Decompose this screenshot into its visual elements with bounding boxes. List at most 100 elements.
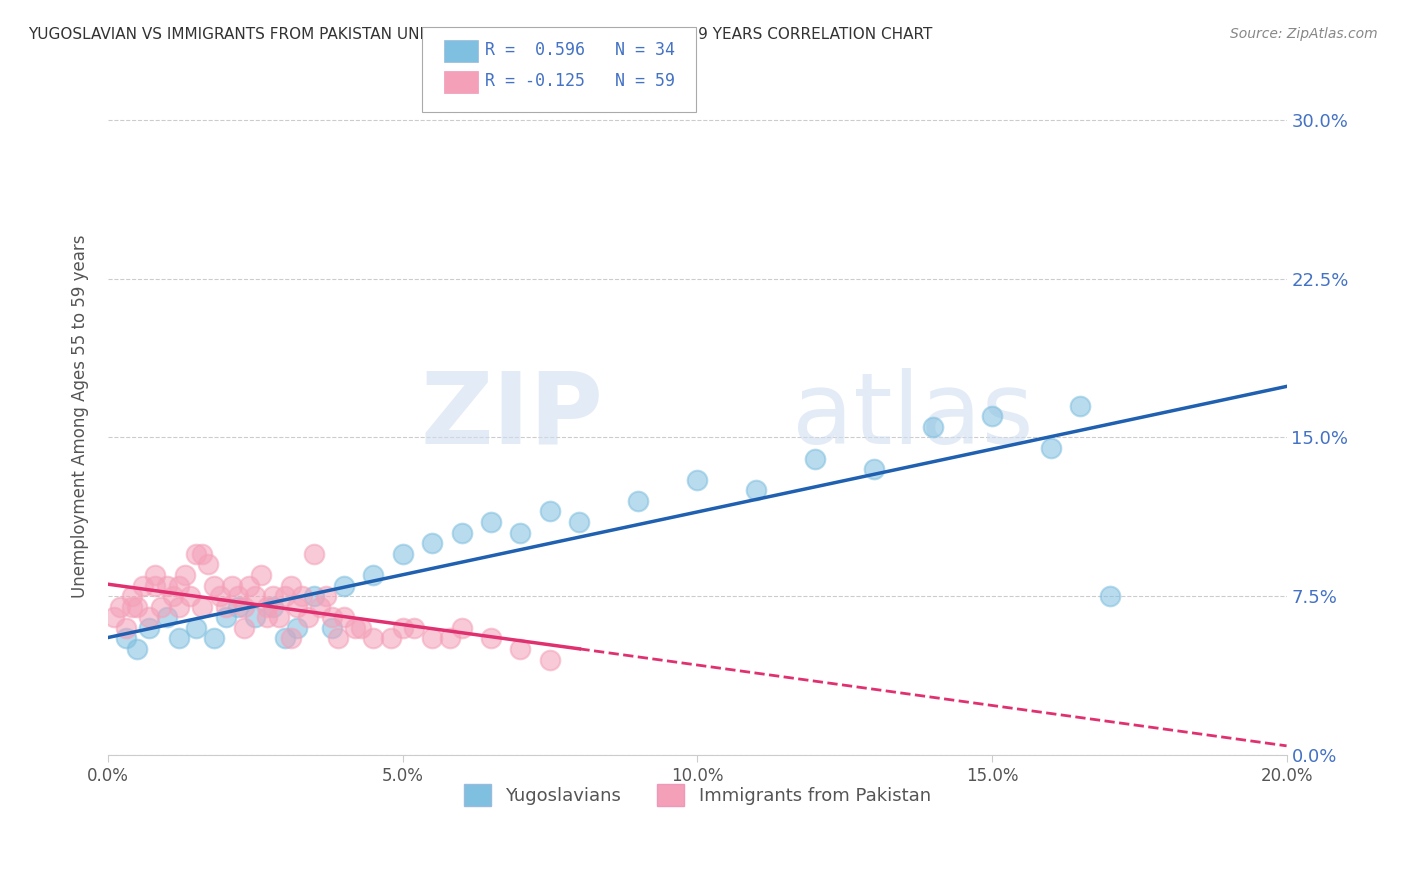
Point bbox=[103, 610, 125, 624]
Point bbox=[256, 610, 278, 624]
Point bbox=[321, 610, 343, 624]
Point bbox=[538, 653, 561, 667]
Point bbox=[226, 589, 249, 603]
Point bbox=[304, 547, 326, 561]
Point bbox=[167, 599, 190, 614]
Point bbox=[162, 589, 184, 603]
Point bbox=[804, 451, 827, 466]
Point bbox=[332, 610, 354, 624]
Point bbox=[326, 632, 349, 646]
Point bbox=[391, 621, 413, 635]
Point bbox=[297, 610, 319, 624]
Point bbox=[262, 589, 284, 603]
Point bbox=[291, 589, 314, 603]
Point bbox=[479, 632, 502, 646]
Point bbox=[350, 621, 373, 635]
Point bbox=[108, 599, 131, 614]
Text: Source: ZipAtlas.com: Source: ZipAtlas.com bbox=[1230, 27, 1378, 41]
Point bbox=[121, 589, 143, 603]
Point bbox=[114, 621, 136, 635]
Point bbox=[121, 599, 143, 614]
Point bbox=[179, 589, 201, 603]
Point bbox=[186, 547, 208, 561]
Point bbox=[538, 504, 561, 518]
Point bbox=[202, 632, 225, 646]
Point bbox=[439, 632, 461, 646]
Point bbox=[232, 599, 254, 614]
Point bbox=[922, 419, 945, 434]
Point bbox=[863, 462, 886, 476]
Point bbox=[309, 599, 332, 614]
Point bbox=[274, 589, 297, 603]
Point bbox=[245, 589, 267, 603]
Point bbox=[262, 599, 284, 614]
Point bbox=[202, 578, 225, 592]
Point bbox=[191, 547, 214, 561]
Point bbox=[256, 599, 278, 614]
Point bbox=[380, 632, 402, 646]
Point bbox=[132, 578, 155, 592]
Point bbox=[285, 621, 308, 635]
Point bbox=[226, 599, 249, 614]
Point bbox=[285, 599, 308, 614]
Point bbox=[404, 621, 426, 635]
Text: ZIP: ZIP bbox=[420, 368, 603, 465]
Point bbox=[150, 599, 173, 614]
Point bbox=[321, 621, 343, 635]
Point bbox=[221, 578, 243, 592]
Point bbox=[156, 610, 179, 624]
Point bbox=[274, 632, 297, 646]
Point bbox=[186, 621, 208, 635]
Point bbox=[138, 621, 160, 635]
Point bbox=[686, 473, 709, 487]
Point bbox=[215, 599, 238, 614]
Point bbox=[173, 568, 195, 582]
Point bbox=[1098, 589, 1121, 603]
Point bbox=[304, 589, 326, 603]
Point bbox=[745, 483, 768, 498]
Point bbox=[280, 632, 302, 646]
Point bbox=[420, 536, 443, 550]
Point bbox=[450, 525, 472, 540]
Point bbox=[267, 610, 290, 624]
Point bbox=[981, 409, 1004, 424]
Point bbox=[450, 621, 472, 635]
Point bbox=[1069, 399, 1091, 413]
Point bbox=[245, 610, 267, 624]
Point bbox=[479, 515, 502, 529]
Point bbox=[627, 493, 650, 508]
Point bbox=[127, 642, 149, 657]
Point bbox=[332, 578, 354, 592]
Point bbox=[509, 642, 531, 657]
Point bbox=[197, 558, 219, 572]
Point bbox=[280, 578, 302, 592]
Point bbox=[250, 568, 273, 582]
Point bbox=[568, 515, 591, 529]
Point bbox=[191, 599, 214, 614]
Point bbox=[143, 568, 166, 582]
Point bbox=[509, 525, 531, 540]
Text: YUGOSLAVIAN VS IMMIGRANTS FROM PAKISTAN UNEMPLOYMENT AMONG AGES 55 TO 59 YEARS C: YUGOSLAVIAN VS IMMIGRANTS FROM PAKISTAN … bbox=[28, 27, 932, 42]
Point bbox=[208, 589, 231, 603]
Point bbox=[156, 578, 179, 592]
Point bbox=[1039, 441, 1062, 455]
Point bbox=[215, 610, 238, 624]
Point bbox=[420, 632, 443, 646]
Point bbox=[232, 621, 254, 635]
Point bbox=[361, 632, 384, 646]
Point bbox=[114, 632, 136, 646]
Point bbox=[361, 568, 384, 582]
Legend: Yugoslavians, Immigrants from Pakistan: Yugoslavians, Immigrants from Pakistan bbox=[457, 777, 938, 814]
Point bbox=[167, 578, 190, 592]
Point bbox=[127, 599, 149, 614]
Text: R =  0.596   N = 34: R = 0.596 N = 34 bbox=[485, 41, 675, 59]
Text: R = -0.125   N = 59: R = -0.125 N = 59 bbox=[485, 72, 675, 90]
Text: atlas: atlas bbox=[792, 368, 1033, 465]
Point bbox=[315, 589, 337, 603]
Point bbox=[138, 610, 160, 624]
Y-axis label: Unemployment Among Ages 55 to 59 years: Unemployment Among Ages 55 to 59 years bbox=[72, 235, 89, 598]
Point bbox=[143, 578, 166, 592]
Point bbox=[167, 632, 190, 646]
Point bbox=[391, 547, 413, 561]
Point bbox=[344, 621, 367, 635]
